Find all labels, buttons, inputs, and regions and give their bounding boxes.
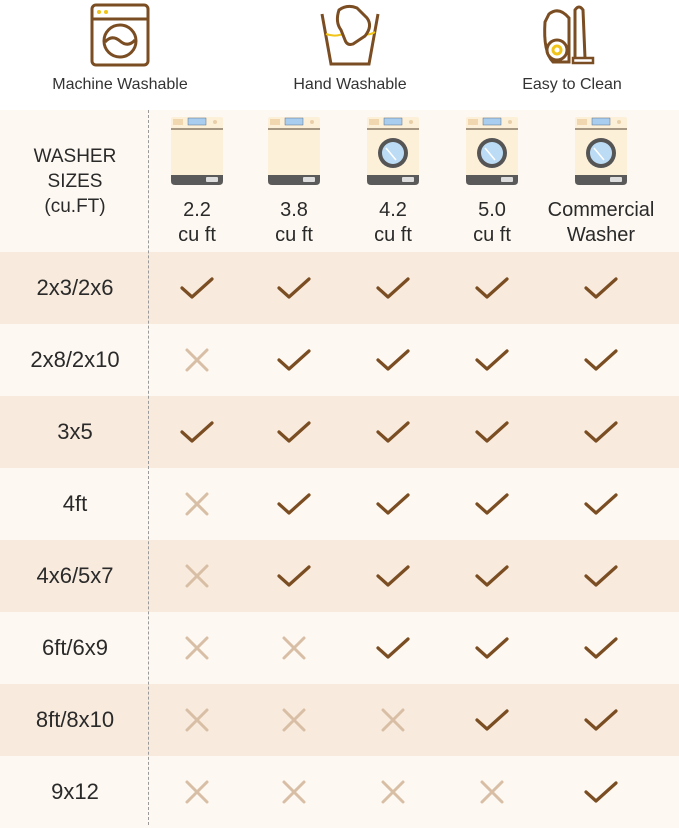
table-row: 4ft [0,468,679,540]
feature-easy-to-clean: Easy to Clean [472,0,672,94]
feature-hand-washable: Hand Washable [250,0,450,94]
check-icon [442,252,542,324]
check-icon [244,396,344,468]
top-load-washer-icon [267,115,321,192]
table-row: 6ft/6x9 [0,612,679,684]
check-icon [147,396,247,468]
feature-label: Easy to Clean [522,76,622,93]
washing-machine-icon [90,3,150,67]
top-load-washer-icon [170,115,224,192]
washer-size-label: 4.2 cu ft [374,198,412,246]
rug-size-label: 2x3/2x6 [36,275,114,300]
check-icon [343,540,443,612]
check-icon [442,324,542,396]
cross-icon [147,324,247,396]
front-load-washer-icon [465,115,519,192]
hand-wash-icon [320,4,380,66]
check-icon [442,612,542,684]
check-icon [551,468,651,540]
check-icon [442,684,542,756]
rug-size-label: 2x8/2x10 [30,347,120,372]
table-row: 2x3/2x6 [0,252,679,324]
cross-icon [244,756,344,828]
check-icon [343,468,443,540]
rug-size-label: 4x6/5x7 [36,563,114,588]
cross-icon [147,684,247,756]
check-icon [551,612,651,684]
rug-size-label: 6ft/6x9 [41,635,109,660]
front-load-washer-icon [366,115,420,192]
table-row: 3x5 [0,396,679,468]
cross-icon [147,468,247,540]
rug-size-label: 9x12 [51,779,99,804]
washer-size-label: 5.0 cu ft [473,198,511,246]
check-icon [244,324,344,396]
check-icon [551,396,651,468]
check-icon [244,540,344,612]
washer-column-2: 3.8 cu ft [244,110,344,252]
washer-column-5: Commercial Washer [541,110,661,252]
check-icon [343,396,443,468]
cross-icon [343,756,443,828]
cross-icon [244,684,344,756]
feature-label: Hand Washable [293,76,407,93]
check-icon [551,756,651,828]
check-icon [442,540,542,612]
washer-size-label: 3.8 cu ft [275,198,313,246]
check-icon [551,540,651,612]
cross-icon [147,756,247,828]
washer-column-4: 5.0 cu ft [442,110,542,252]
washer-column-1: 2.2 cu ft [147,110,247,252]
check-icon [442,468,542,540]
table-row: 8ft/8x10 [0,684,679,756]
table-row: 2x8/2x10 [0,324,679,396]
feature-machine-washable: Machine Washable [20,0,220,94]
check-icon [442,396,542,468]
header-label: WASHER SIZES (cu.FT) [0,110,150,252]
washer-size-label: Commercial Washer [547,198,655,246]
washer-column-3: 4.2 cu ft [343,110,443,252]
cross-icon [147,540,247,612]
check-icon [343,252,443,324]
cross-icon [343,684,443,756]
check-icon [147,252,247,324]
check-icon [343,612,443,684]
features-bar: Machine Washable Hand Washable Easy to C… [0,0,679,110]
check-icon [244,252,344,324]
check-icon [343,324,443,396]
check-icon [244,468,344,540]
header-line: WASHER [33,145,117,167]
cross-icon [147,612,247,684]
check-icon [551,252,651,324]
feature-label: Machine Washable [52,76,188,93]
cross-icon [244,612,344,684]
header-line: SIZES [47,170,103,192]
dashed-divider [148,110,149,825]
table-row: 9x12 [0,756,679,828]
table-row: 4x6/5x7 [0,540,679,612]
front-load-washer-icon [574,115,628,192]
table-header-row: WASHER SIZES (cu.FT) 2.2 cu ft 3.8 cu ft 4.2… [0,110,679,252]
washer-size-label: 2.2 cu ft [178,198,216,246]
header-line: (cu.FT) [44,195,106,217]
size-compatibility-table: WASHER SIZES (cu.FT) 2.2 cu ft 3.8 cu ft 4.2… [0,110,679,828]
vacuum-icon [543,5,595,65]
check-icon [551,324,651,396]
rug-size-label: 4ft [62,491,88,516]
cross-icon [442,756,542,828]
rug-size-label: 8ft/8x10 [35,707,115,732]
check-icon [551,684,651,756]
rug-size-label: 3x5 [57,419,93,444]
